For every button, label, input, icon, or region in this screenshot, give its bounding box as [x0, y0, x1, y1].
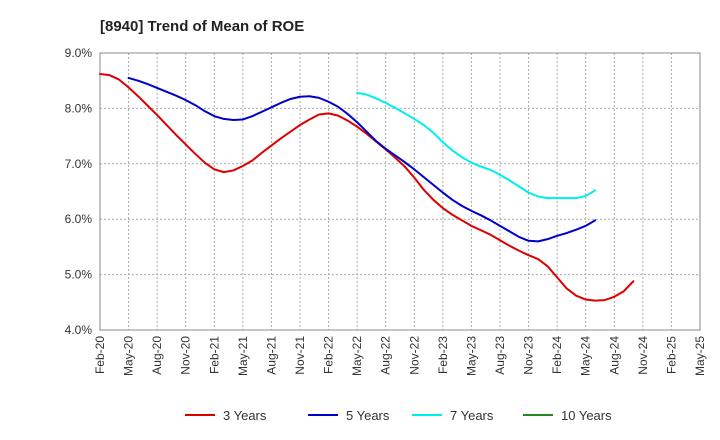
- y-tick-label: 9.0%: [65, 46, 93, 60]
- legend: 3 Years 5 Years 7 Years 10 Years: [185, 408, 612, 423]
- series-line-7-years: [356, 91, 597, 200]
- x-tick-label: Nov-22: [407, 336, 421, 375]
- y-tick-label: 4.0%: [65, 323, 93, 337]
- y-tick-label: 6.0%: [65, 212, 93, 226]
- x-tick-label: Feb-21: [207, 336, 221, 374]
- x-tick-label: Feb-25: [664, 336, 678, 374]
- y-tick-label: 5.0%: [65, 268, 93, 282]
- x-tick-label: May-22: [350, 336, 364, 376]
- x-tick-label: Aug-21: [264, 336, 278, 375]
- series-line-3-years: [99, 73, 635, 302]
- x-tick-label: Feb-20: [93, 336, 107, 374]
- y-axis-ticks: 4.0% 5.0% 6.0% 7.0% 8.0% 9.0%: [65, 46, 93, 337]
- x-tick-label: Nov-20: [179, 336, 193, 375]
- x-tick-label: Aug-22: [379, 336, 393, 375]
- x-tick-label: May-21: [236, 336, 250, 376]
- x-axis-ticks: Feb-20 May-20 Aug-20 Nov-20 Feb-21 May-21 Aug-…: [93, 336, 707, 376]
- series-line-5-years: [127, 76, 597, 243]
- y-tick-label: 8.0%: [65, 101, 93, 115]
- x-tick-label: May-25: [693, 336, 707, 376]
- x-tick-label: Aug-24: [607, 336, 621, 375]
- grid-lines: [99, 52, 701, 331]
- plot-area-border: [99, 52, 701, 331]
- series-lines: [99, 73, 635, 302]
- x-tick-label: Nov-21: [293, 336, 307, 375]
- legend-label: 5 Years: [346, 408, 390, 423]
- x-tick-label: Feb-24: [550, 336, 564, 374]
- x-tick-label: May-20: [122, 336, 136, 376]
- x-tick-label: Aug-20: [150, 336, 164, 375]
- x-tick-label: May-24: [579, 336, 593, 376]
- y-tick-label: 7.0%: [65, 157, 93, 171]
- legend-label: 3 Years: [223, 408, 267, 423]
- x-tick-label: May-23: [464, 336, 478, 376]
- legend-label: 7 Years: [450, 408, 494, 423]
- chart-title: [8940] Trend of Mean of ROE: [100, 18, 304, 35]
- x-tick-label: Feb-23: [436, 336, 450, 374]
- x-tick-label: Nov-23: [522, 336, 536, 375]
- legend-label: 10 Years: [561, 408, 612, 423]
- x-tick-label: Nov-24: [636, 336, 650, 375]
- x-tick-label: Aug-23: [493, 336, 507, 375]
- x-tick-label: Feb-22: [322, 336, 336, 374]
